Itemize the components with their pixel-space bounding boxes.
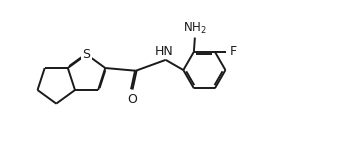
Text: O: O <box>127 93 137 106</box>
Text: F: F <box>230 45 237 58</box>
Text: HN: HN <box>155 45 173 58</box>
Text: S: S <box>83 48 91 61</box>
Text: NH$_2$: NH$_2$ <box>183 21 207 36</box>
